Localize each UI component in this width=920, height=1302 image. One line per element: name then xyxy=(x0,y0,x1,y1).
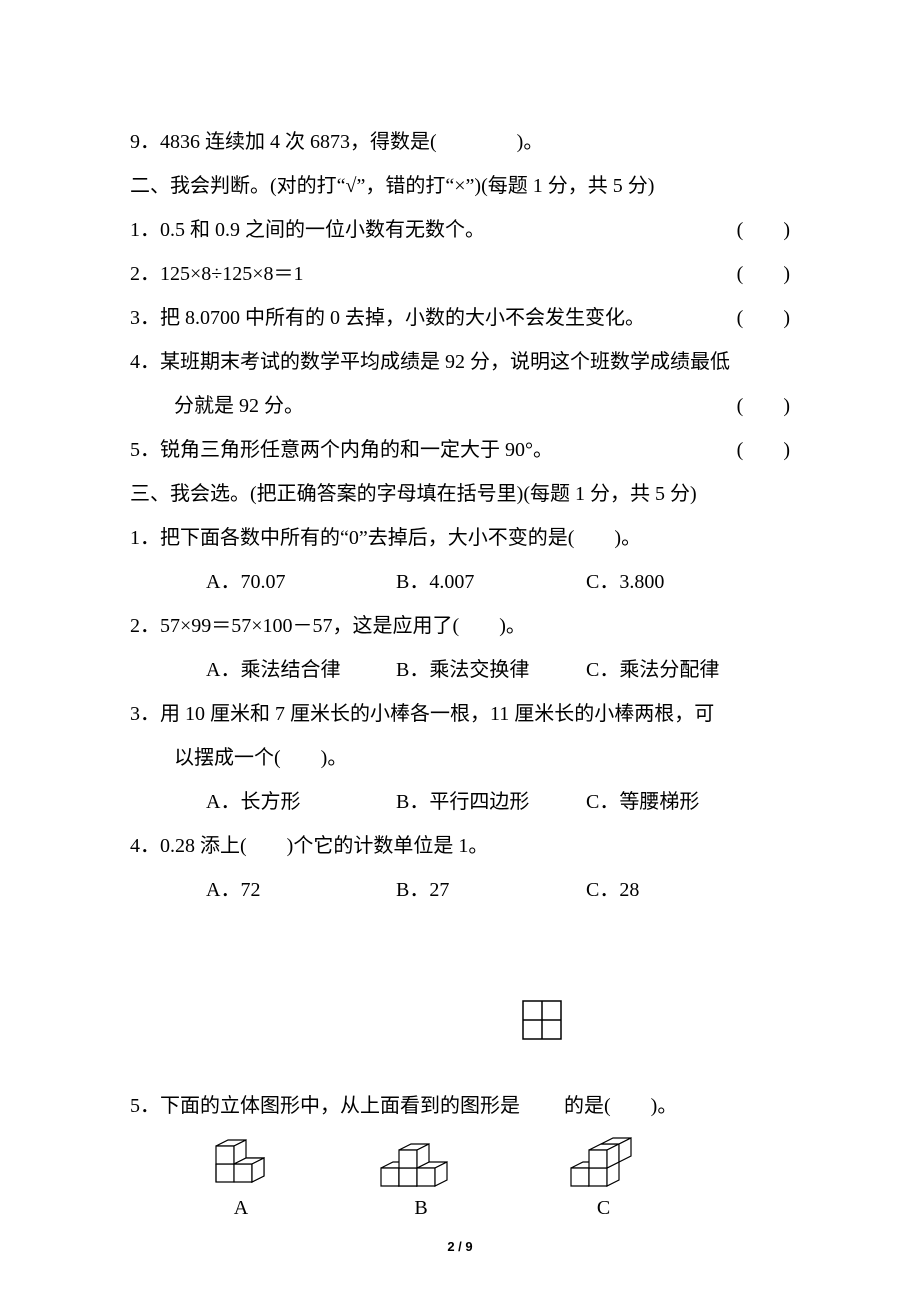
top-view-grid-icon xyxy=(522,912,562,1128)
page-footer: 2 / 9 xyxy=(0,1239,920,1254)
s3-q4-text: 4．0.28 添上( )个它的计数单位是 1。 xyxy=(130,824,488,868)
section3-q1: 1．把下面各数中所有的“0”去掉后，大小不变的是( )。 xyxy=(130,516,790,560)
cube-figure-c-icon xyxy=(566,1134,641,1189)
section3-q3-options: A．长方形 B．平行四边形 C．等腰梯形 xyxy=(130,780,790,824)
s2-i4-paren: ( ) xyxy=(737,384,790,428)
s3-q1-optB: B．4.007 xyxy=(396,560,586,604)
s2-i4a-text: 4．某班期末考试的数学平均成绩是 92 分，说明这个班数学成绩最低 xyxy=(130,340,730,384)
section3-q1-options: A．70.07 B．4.007 C．3.800 xyxy=(130,560,790,604)
section3-q5-figures: A xyxy=(130,1134,790,1220)
s3-q4-optA: A．72 xyxy=(206,868,396,912)
section2-item2: 2．125×8÷125×8＝1 ( ) xyxy=(130,252,790,296)
s3-q2-optC: C．乘法分配律 xyxy=(586,648,776,692)
s3-q4-optC: C．28 xyxy=(586,868,776,912)
s2-i4b-text: 分就是 92 分。 xyxy=(174,384,304,428)
s3-q1-optC: C．3.800 xyxy=(586,560,776,604)
s3-q3-optC: C．等腰梯形 xyxy=(586,780,776,824)
section3-q2: 2．57×99＝57×100－57，这是应用了( )。 xyxy=(130,604,790,648)
s3-q2-text: 2．57×99＝57×100－57，这是应用了( )。 xyxy=(130,604,526,648)
s3-q5a-text: 5．下面的立体图形中，从上面看到的图形是 xyxy=(130,1084,520,1128)
section3-q3-line2: 以摆成一个( )。 xyxy=(130,736,790,780)
section2-item3: 3．把 8.0700 中所有的 0 去掉，小数的大小不会发生变化。 ( ) xyxy=(130,296,790,340)
s3-q3a-text: 3．用 10 厘米和 7 厘米长的小棒各一根，11 厘米长的小棒两根，可 xyxy=(130,692,714,736)
s3-q3-optA: A．长方形 xyxy=(206,780,396,824)
s2-i3-paren: ( ) xyxy=(737,296,790,340)
section2-title-text: 二、我会判断。(对的打“√”，错的打“×”)(每题 1 分，共 5 分) xyxy=(130,164,654,208)
section3-q3-line1: 3．用 10 厘米和 7 厘米长的小棒各一根，11 厘米长的小棒两根，可 xyxy=(130,692,790,736)
s2-i2-paren: ( ) xyxy=(737,252,790,296)
s3-q3b-text: 以摆成一个( )。 xyxy=(174,736,347,780)
section3-q4-options: A．72 B．27 C．28 xyxy=(130,868,790,912)
section3-q5: 5．下面的立体图形中，从上面看到的图形是 的是( )。 xyxy=(130,912,790,1128)
section3-q2-options: A．乘法结合律 B．乘法交换律 C．乘法分配律 xyxy=(130,648,790,692)
section2-item4-line2: 分就是 92 分。 ( ) xyxy=(130,384,790,428)
figure-B: B xyxy=(376,1134,466,1220)
figure-A: A xyxy=(206,1134,276,1220)
section2-item1: 1．0.5 和 0.9 之间的一位小数有无数个。 ( ) xyxy=(130,208,790,252)
cube-figure-a-icon xyxy=(206,1134,276,1189)
s2-i1-paren: ( ) xyxy=(737,208,790,252)
s3-q2-optA: A．乘法结合律 xyxy=(206,648,396,692)
s3-q4-optB: B．27 xyxy=(396,868,586,912)
figB-label: B xyxy=(414,1197,427,1220)
s2-i5-paren: ( ) xyxy=(737,428,790,472)
s2-i2-text: 2．125×8÷125×8＝1 xyxy=(130,252,304,296)
s3-q1-text: 1．把下面各数中所有的“0”去掉后，大小不变的是( )。 xyxy=(130,516,641,560)
figA-label: A xyxy=(234,1197,248,1220)
s2-i5-text: 5．锐角三角形任意两个内角的和一定大于 90°。 xyxy=(130,428,553,472)
s3-q5b-text: 的是( )。 xyxy=(564,1084,677,1128)
section2-item4-line1: 4．某班期末考试的数学平均成绩是 92 分，说明这个班数学成绩最低 xyxy=(130,340,790,384)
s3-q1-optA: A．70.07 xyxy=(206,560,396,604)
section2-item5: 5．锐角三角形任意两个内角的和一定大于 90°。 ( ) xyxy=(130,428,790,472)
page: 9．4836 连续加 4 次 6873，得数是( )。 二、我会判断。(对的打“… xyxy=(0,0,920,1302)
s3-q2-optB: B．乘法交换律 xyxy=(396,648,586,692)
section3-title-text: 三、我会选。(把正确答案的字母填在括号里)(每题 1 分，共 5 分) xyxy=(130,472,697,516)
figC-label: C xyxy=(597,1197,610,1220)
section3-q4: 4．0.28 添上( )个它的计数单位是 1。 xyxy=(130,824,790,868)
figure-C: C xyxy=(566,1134,641,1220)
s3-q3-optB: B．平行四边形 xyxy=(396,780,586,824)
section3-title: 三、我会选。(把正确答案的字母填在括号里)(每题 1 分，共 5 分) xyxy=(130,472,790,516)
s2-i1-text: 1．0.5 和 0.9 之间的一位小数有无数个。 xyxy=(130,208,485,252)
cube-figure-b-icon xyxy=(376,1134,466,1189)
section2-title: 二、我会判断。(对的打“√”，错的打“×”)(每题 1 分，共 5 分) xyxy=(130,164,790,208)
s2-i3-text: 3．把 8.0700 中所有的 0 去掉，小数的大小不会发生变化。 xyxy=(130,296,645,340)
q9-text: 9．4836 连续加 4 次 6873，得数是( )。 xyxy=(130,120,543,164)
section1-q9: 9．4836 连续加 4 次 6873，得数是( )。 xyxy=(130,120,790,164)
